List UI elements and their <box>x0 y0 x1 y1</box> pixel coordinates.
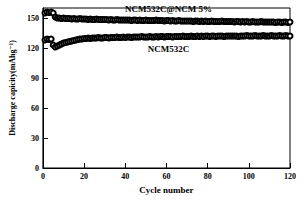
svg-text:Cycle number: Cycle number <box>139 185 193 195</box>
svg-text:0: 0 <box>35 164 39 173</box>
svg-text:30: 30 <box>31 134 39 143</box>
svg-text:NCM532C: NCM532C <box>148 44 190 54</box>
svg-text:40: 40 <box>121 172 129 181</box>
svg-text:60: 60 <box>31 104 39 113</box>
svg-text:90: 90 <box>31 74 39 83</box>
svg-text:20: 20 <box>80 172 88 181</box>
svg-text:120: 120 <box>27 44 39 53</box>
svg-text:80: 80 <box>204 172 212 181</box>
svg-text:Discharge capicity(mAhg⁻¹): Discharge capicity(mAhg⁻¹) <box>8 40 17 136</box>
svg-text:100: 100 <box>243 172 255 181</box>
svg-text:NCM532C@NCM 5%: NCM532C@NCM 5% <box>125 4 212 14</box>
svg-text:150: 150 <box>27 14 39 23</box>
svg-text:120: 120 <box>284 172 296 181</box>
svg-text:60: 60 <box>162 172 170 181</box>
svg-text:0: 0 <box>41 172 45 181</box>
